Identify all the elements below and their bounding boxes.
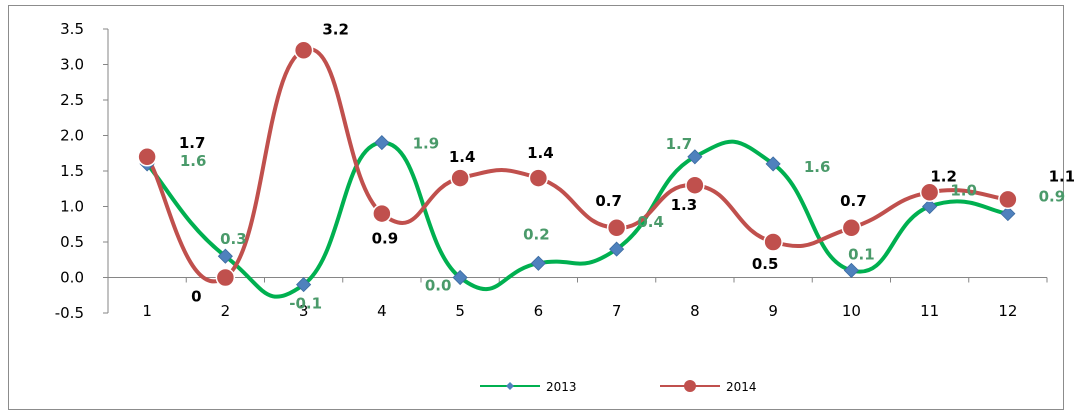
data-label-2013: 1.7 [666,135,693,153]
data-label-2014: 1.4 [449,148,476,166]
x-tick-label: 4 [377,302,387,320]
marker-2014 [841,218,862,238]
series-line-2014 [145,47,1010,284]
x-tick-label: 2 [221,302,231,320]
data-label-2013: 1.9 [413,135,440,153]
y-tick-label: -0.5 [55,304,84,322]
data-label-2013: 0.0 [425,277,452,295]
marker-2013 [217,248,233,264]
marker-2014 [763,232,783,252]
marker-2014 [606,218,627,238]
axes: -0.50.00.51.01.52.02.53.03.51 2 3 4 5 6 7 8 9 10 1… [55,20,1048,322]
x-tick-label: 7 [612,302,622,320]
marker-2014 [998,189,1018,210]
data-label-2013: 0.9 [1039,188,1066,206]
legend-label-2013: 2013 [546,380,577,394]
series-lines [145,47,1010,299]
data-label-2014: 1.2 [930,167,957,185]
x-tick-label: 6 [534,302,544,320]
y-tick-label: 3.5 [60,20,84,38]
y-tick-label: 0.5 [60,233,84,251]
data-label-2013: 0.1 [848,245,875,263]
marker-2014 [215,267,236,288]
x-tick-label: 1 [142,302,152,320]
data-label-2014: 1.4 [527,144,554,162]
data-label-2014: 1.3 [671,196,698,214]
marker-2013 [687,149,703,165]
data-label-2013: 1.6 [180,152,207,170]
y-tick-label: 1.0 [60,198,84,216]
series-markers [137,40,1018,293]
data-label-2014: 0.7 [595,192,622,210]
marker-2013 [296,277,312,293]
data-label-2013: 0.3 [220,230,247,248]
data-label-2013: 0.4 [637,213,664,231]
x-tick-label: 10 [842,302,861,320]
legend-marker-2014 [684,380,696,392]
x-tick-label: 9 [768,302,778,320]
data-label-2014: 1.1 [1049,167,1074,185]
marker-2013 [452,269,468,286]
marker-2013 [374,135,390,151]
legend: 2013 2014 [480,380,757,394]
marker-2013 [530,255,546,271]
data-label-2013: -0.1 [289,295,322,313]
data-label-2014: 0.9 [372,230,399,248]
marker-2014 [528,168,549,188]
data-label-2014: 3.2 [322,20,349,38]
marker-2014 [450,168,470,188]
data-label-2014: 0.5 [752,255,779,273]
marker-2013 [843,262,859,278]
marker-2014 [293,40,314,61]
x-tick-label: 12 [998,302,1017,320]
x-tick-label: 11 [920,302,939,320]
data-label-2013: 1.0 [950,182,977,200]
data-label-2013: 1.6 [804,158,831,176]
y-tick-label: 3.0 [60,56,84,74]
marker-2014 [685,175,705,195]
x-tick-label: 3 [299,302,309,320]
legend-label-2014: 2014 [726,380,757,394]
data-label-2014: 1.7 [179,134,206,152]
y-tick-label: 0.0 [60,269,84,287]
marker-2014 [137,147,157,167]
marker-2013 [1000,206,1016,222]
y-tick-label: 2.5 [60,91,84,109]
data-label-2014: 0.7 [840,192,867,210]
data-label-2014: 0 [191,288,201,306]
marker-2014 [372,203,392,224]
y-tick-label: 1.5 [60,162,84,180]
y-tick-label: 2.0 [60,127,84,145]
marker-2013 [765,156,781,172]
legend-marker-2013 [506,382,514,390]
series-line-2013 [145,139,1010,299]
x-tick-label: 5 [455,302,465,320]
marker-2013 [922,198,938,215]
data-labels: 1.60.3-0.11.90.00.20.41.71.60.11.0 0.91.7… [179,20,1074,312]
marker-2014 [919,182,940,203]
marker-2013 [609,241,625,257]
x-tick-label: 8 [690,302,700,320]
data-label-2013: 0.2 [523,225,550,243]
